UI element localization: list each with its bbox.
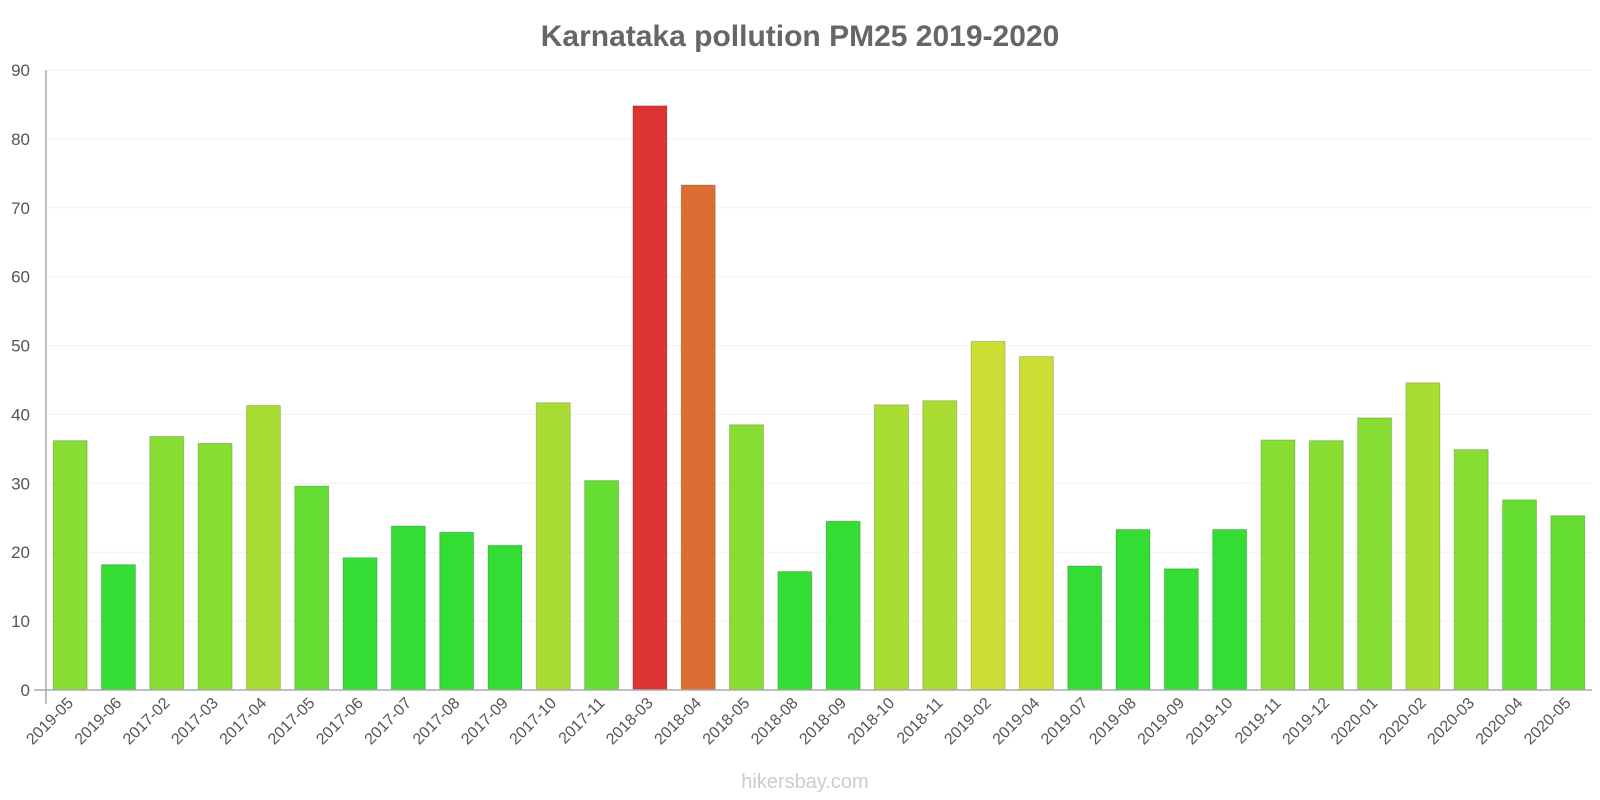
chart-title: Karnataka pollution PM25 2019-2020 [541, 20, 1060, 53]
bar-2020-02[interactable] [1405, 382, 1441, 691]
y-tick-label: 50 [11, 337, 30, 356]
x-tick-label: 2018-09 [796, 695, 850, 749]
x-tick-label: 2019-12 [1280, 695, 1334, 749]
axes [34, 70, 1592, 704]
bar-2017-02[interactable] [149, 435, 185, 691]
x-tick-label: 2018-04 [652, 695, 706, 749]
x-tick-label: 2018-03 [603, 695, 657, 749]
x-tick-label: 2017-08 [410, 695, 464, 749]
bar-2017-07[interactable] [390, 525, 426, 691]
bar-2019-08[interactable] [1115, 528, 1151, 691]
x-tick-label: 2017-04 [217, 695, 271, 749]
y-tick-label: 40 [11, 405, 30, 424]
x-tick-label: 2019-09 [1135, 695, 1189, 749]
x-tick-label: 2017-05 [265, 695, 319, 749]
bar-2017-06[interactable] [342, 557, 378, 691]
bar-2020-03[interactable] [1453, 449, 1489, 691]
x-tick-label: 2020-02 [1376, 695, 1430, 749]
x-tick-label: 2017-03 [168, 695, 222, 749]
x-tick-label: 2018-05 [700, 695, 754, 749]
x-tick-label: 2017-11 [556, 695, 609, 748]
bar-2017-08[interactable] [439, 531, 475, 691]
bar-2017-04[interactable] [245, 404, 281, 691]
x-tick-label: 2019-06 [72, 695, 126, 749]
x-tick-label: 2019-02 [941, 695, 995, 749]
bar-2017-10[interactable] [535, 402, 571, 691]
x-tick-label: 2018-11 [894, 695, 947, 748]
x-tick-label: 2017-09 [458, 695, 512, 749]
bar-2018-08[interactable] [777, 571, 813, 691]
x-tick-label: 2019-08 [1086, 695, 1140, 749]
bar-2017-03[interactable] [197, 442, 233, 691]
bar-2019-05[interactable] [52, 440, 88, 691]
y-axis-tick-labels: 0 10 20 30 40 50 60 70 80 90 [11, 61, 30, 700]
bar-2019-06[interactable] [100, 564, 136, 691]
x-tick-label: 2017-07 [362, 695, 416, 749]
x-tick-label: 2017-02 [120, 695, 174, 749]
x-tick-label: 2019-05 [23, 695, 77, 749]
bar-2019-02[interactable] [970, 340, 1006, 691]
y-tick-label: 70 [11, 199, 30, 218]
bar-2019-07[interactable] [1067, 565, 1103, 691]
bar-2018-10[interactable] [873, 404, 909, 691]
x-tick-label: 2020-01 [1328, 695, 1382, 749]
bar-2018-05[interactable] [729, 424, 765, 691]
x-tick-label: 2020-04 [1473, 695, 1527, 749]
x-tick-label: 2019-11 [1232, 695, 1285, 748]
x-tick-label: 2019-04 [990, 695, 1044, 749]
y-tick-label: 0 [21, 681, 30, 700]
y-tick-label: 30 [11, 474, 30, 493]
y-tick-label: 20 [11, 543, 30, 562]
watermark-text: hikersbay.com [741, 771, 868, 793]
bar-2019-10[interactable] [1212, 528, 1248, 691]
x-tick-label: 2020-03 [1425, 695, 1479, 749]
x-tick-label: 2018-10 [845, 695, 899, 749]
bar-2020-01[interactable] [1357, 417, 1393, 691]
y-tick-label: 10 [11, 612, 30, 631]
bar-2019-04[interactable] [1018, 356, 1054, 691]
bar-2020-04[interactable] [1502, 499, 1538, 691]
y-tick-label: 90 [11, 61, 30, 80]
y-tick-label: 60 [11, 268, 30, 287]
bars [52, 105, 1586, 691]
bar-2020-05[interactable] [1550, 515, 1586, 691]
x-tick-label: 2020-05 [1521, 695, 1575, 749]
bar-2019-11[interactable] [1260, 439, 1296, 691]
x-tick-label: 2019-07 [1038, 695, 1092, 749]
x-tick-label: 2019-10 [1183, 695, 1237, 749]
bar-2018-09[interactable] [825, 520, 861, 691]
bar-2019-09[interactable] [1163, 568, 1199, 691]
bar-2017-11[interactable] [584, 480, 620, 691]
bar-2018-03[interactable] [632, 105, 668, 691]
bar-2017-09[interactable] [487, 544, 523, 691]
y-tick-label: 80 [11, 130, 30, 149]
x-tick-label: 2017-10 [507, 695, 561, 749]
bar-2019-12[interactable] [1308, 440, 1344, 691]
bar-2017-05[interactable] [294, 485, 330, 691]
x-axis-tick-labels: 2019-052019-062017-022017-032017-042017-… [23, 695, 1574, 749]
bar-2018-11[interactable] [922, 400, 958, 691]
x-tick-label: 2018-08 [748, 695, 802, 749]
bar-2018-04[interactable] [680, 184, 716, 691]
x-tick-label: 2017-06 [313, 695, 367, 749]
